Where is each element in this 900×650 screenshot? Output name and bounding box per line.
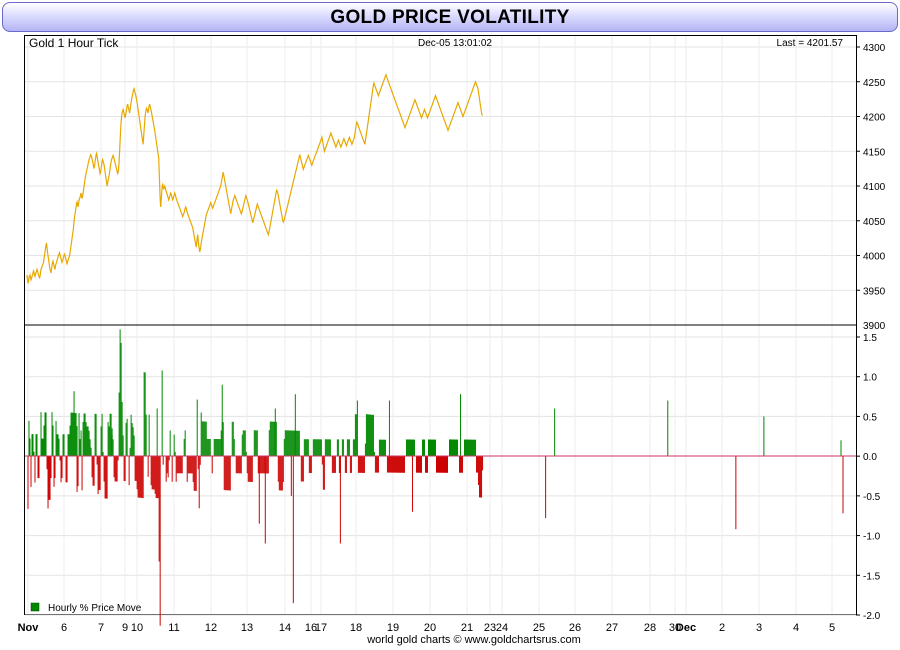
pct-tick-label: 0.5	[863, 412, 877, 423]
x-day-label: 25	[533, 622, 545, 634]
x-day-label: 26	[569, 622, 581, 634]
price-tick-label: 4100	[863, 182, 886, 193]
y-axis-ticks: 3950 4000 4050 4100 4150 4200 4250 4300 3900 -2.0…	[856, 43, 886, 622]
pct-tick-label: -0.5	[863, 492, 881, 503]
x-day-label: 28	[644, 622, 656, 634]
x-day-label: 23	[484, 622, 496, 634]
legend-label: Hourly % Price Move	[48, 603, 142, 614]
pct-tick-label: -2.0	[863, 611, 881, 622]
legend-swatch	[30, 602, 40, 612]
last-price: Last = 4201.57	[777, 38, 844, 49]
x-day-label: 12	[205, 622, 217, 634]
price-series	[26, 73, 483, 284]
price-tick-label: 3950	[863, 286, 886, 297]
pct-tick-label: 0.0	[863, 452, 877, 463]
price-tick-label: 3900	[863, 321, 886, 332]
footer-credit: world gold charts © www.goldchartsrus.co…	[366, 634, 581, 646]
x-day-label: 30	[669, 622, 681, 634]
price-tick-label: 4250	[863, 78, 886, 89]
x-day-label: 16	[305, 622, 317, 634]
price-tick-label: 4150	[863, 147, 886, 158]
pct-tick-label: -1.5	[863, 571, 881, 582]
x-day-label: 11	[168, 622, 179, 634]
x-day-label: 18	[350, 622, 362, 634]
x-day-label: 19	[387, 622, 399, 634]
x-month-label: Dec	[676, 622, 696, 634]
chart-title: GOLD PRICE VOLATILITY	[330, 7, 570, 28]
price-tick-label: 4000	[863, 252, 886, 263]
x-day-label: 5	[829, 622, 835, 634]
x-day-label: 9	[122, 622, 128, 634]
price-tick-label: 4050	[863, 217, 886, 228]
pct-tick-label: 1.5	[863, 333, 877, 344]
price-line	[26, 73, 483, 284]
x-day-label: 6	[61, 622, 67, 634]
x-day-label: 13	[241, 622, 253, 634]
price-tick-label: 4300	[863, 43, 886, 54]
series-label: Gold 1 Hour Tick	[29, 36, 119, 50]
x-day-label: 21	[461, 622, 473, 634]
price-tick-label: 4200	[863, 113, 886, 124]
x-day-label: 10	[131, 622, 143, 634]
x-day-label: 24	[496, 622, 508, 634]
title-bar: GOLD PRICE VOLATILITY	[2, 2, 898, 32]
x-day-label: 2	[719, 622, 725, 634]
pct-move-bars	[27, 329, 844, 626]
timestamp: Dec-05 13:01:02	[418, 38, 492, 49]
x-day-label: 27	[606, 622, 618, 634]
x-day-label: 4	[793, 622, 799, 634]
x-day-label: 17	[315, 622, 327, 634]
pct-tick-label: -1.0	[863, 532, 881, 543]
x-month-label: Nov	[18, 622, 40, 634]
x-day-label: 14	[279, 622, 291, 634]
pct-tick-label: 1.0	[863, 373, 877, 384]
x-day-label: 3	[756, 622, 762, 634]
x-day-label: 20	[424, 622, 436, 634]
x-day-label: 7	[98, 622, 104, 634]
